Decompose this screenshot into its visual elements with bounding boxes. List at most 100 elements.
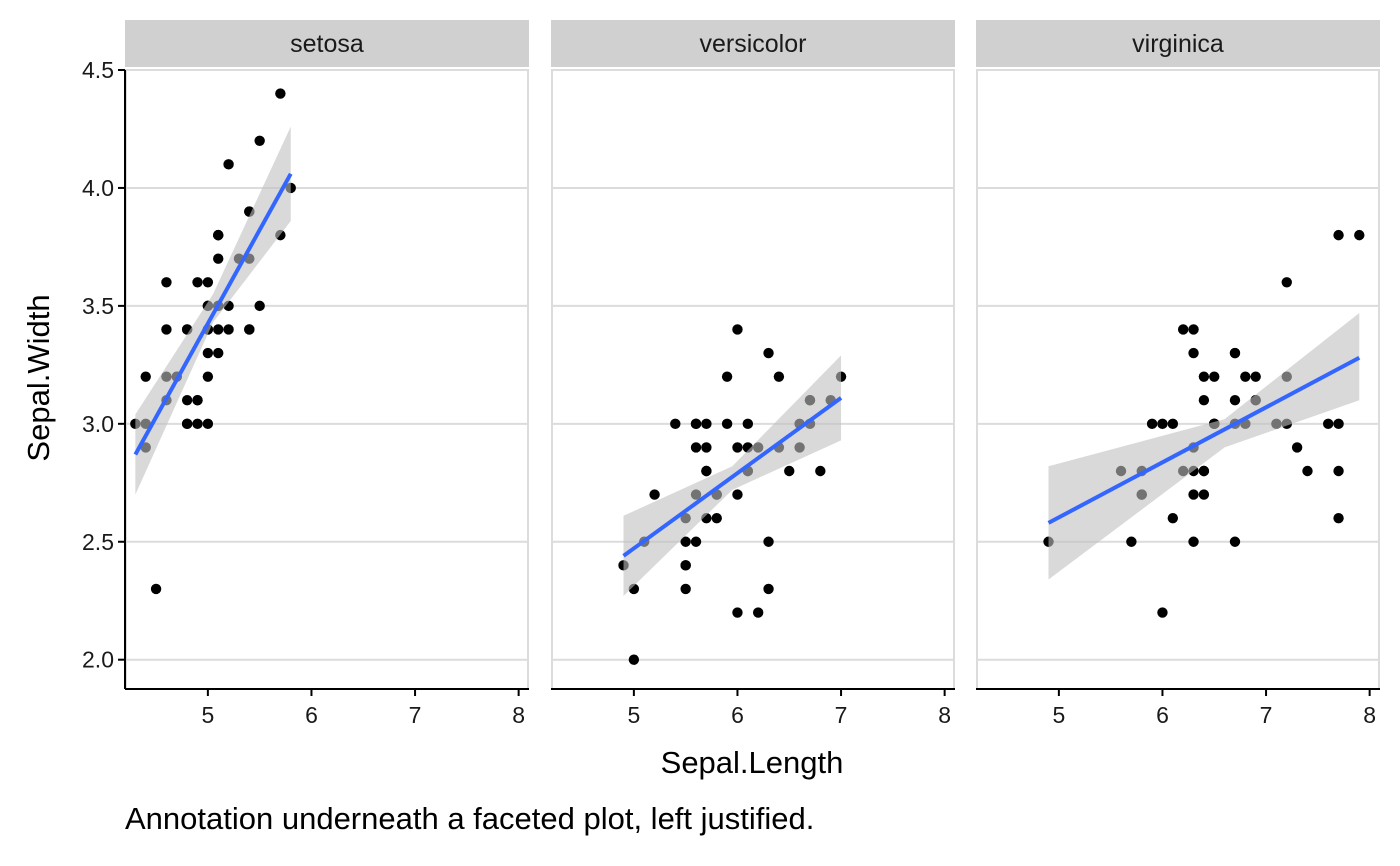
data-point	[1333, 418, 1344, 430]
data-point	[690, 536, 702, 547]
strip-background	[976, 20, 1380, 67]
data-point	[275, 88, 286, 99]
data-point	[1209, 371, 1220, 382]
y-tick-label: 4.5	[82, 57, 114, 83]
y-axis: 2.0 2.5 3.0 3.5 4.0 4.5	[82, 57, 126, 689]
strip-background	[125, 20, 529, 67]
data-point	[773, 371, 785, 382]
data-point	[213, 253, 224, 264]
regression-line	[1047, 356, 1361, 525]
data-point	[213, 229, 224, 241]
data-point	[1291, 442, 1303, 453]
data-point	[161, 324, 172, 335]
facet-panels: setosa 5 6 7 8 versicolor 5 6 7 8 virginica 5 6 7 8	[125, 20, 1380, 728]
data-point	[213, 324, 224, 335]
data-point	[763, 536, 774, 547]
data-point	[244, 324, 255, 335]
y-axis-title: Sepal.Width	[21, 294, 56, 461]
data-point	[1333, 465, 1344, 477]
data-point	[649, 489, 660, 500]
data-point	[670, 418, 681, 430]
data-point	[1188, 489, 1199, 500]
data-point	[1146, 418, 1158, 430]
data-point	[1157, 607, 1168, 618]
data-point	[701, 465, 712, 477]
data-point	[732, 607, 743, 618]
x-tick-label: 8	[938, 702, 951, 728]
data-point	[1229, 536, 1241, 547]
data-point	[1354, 229, 1365, 241]
y-tick-label: 3.0	[82, 411, 114, 437]
data-point	[701, 442, 712, 453]
x-tick-label: 6	[305, 702, 318, 728]
data-point	[1240, 371, 1251, 382]
data-point	[628, 654, 640, 665]
y-tick-label: 3.5	[82, 293, 114, 319]
facet-panel-versicolor: versicolor 5 6 7 8	[551, 20, 955, 728]
data-point	[202, 418, 214, 430]
data-point	[701, 418, 712, 430]
data-point	[1250, 371, 1261, 382]
data-point	[150, 583, 162, 595]
data-point	[181, 395, 193, 406]
data-point	[192, 395, 203, 406]
x-tick-label: 6	[1156, 702, 1169, 728]
data-point	[1167, 418, 1179, 430]
strip-label-versicolor: versicolor	[700, 30, 807, 58]
data-point	[254, 135, 265, 146]
data-point	[1167, 512, 1179, 524]
data-point	[815, 465, 826, 477]
data-point	[763, 583, 774, 595]
data-point	[1188, 536, 1199, 547]
data-point	[732, 324, 743, 335]
caption: Annotation underneath a faceted plot, le…	[125, 801, 814, 836]
data-point	[1177, 324, 1189, 335]
data-point	[223, 324, 234, 335]
data-point	[752, 607, 764, 618]
data-point	[711, 512, 722, 524]
data-point	[1188, 347, 1199, 359]
data-point	[742, 418, 754, 430]
x-axis-title: Sepal.Length	[661, 745, 844, 780]
y-tick-label: 2.0	[82, 647, 114, 673]
strip-label-virginica: virginica	[1132, 30, 1224, 58]
data-point	[1323, 418, 1334, 430]
data-point	[192, 418, 203, 430]
panel-background	[551, 70, 955, 688]
data-point	[1229, 347, 1241, 359]
facet-panel-setosa: setosa 5 6 7 8	[125, 20, 529, 728]
data-point	[763, 347, 774, 359]
strip-label-setosa: setosa	[290, 30, 364, 58]
strip-background	[551, 20, 955, 67]
data-point	[213, 347, 224, 359]
y-tick-label: 2.5	[82, 529, 114, 555]
data-point	[1198, 489, 1210, 500]
data-point	[1198, 395, 1210, 406]
x-tick-label: 5	[627, 702, 640, 728]
regression-line	[622, 396, 843, 558]
data-point	[1198, 465, 1210, 477]
data-point	[1333, 512, 1344, 524]
data-point	[784, 465, 795, 477]
data-point	[161, 277, 172, 288]
x-tick-label: 7	[409, 702, 422, 728]
data-point	[1198, 371, 1210, 382]
x-tick-label: 6	[731, 702, 744, 728]
x-tick-label: 7	[835, 702, 848, 728]
panel-background	[125, 70, 529, 688]
data-point	[1229, 395, 1241, 406]
data-point	[202, 347, 214, 359]
data-point	[1188, 324, 1199, 335]
facet-panel-virginica: virginica 5 6 7 8	[976, 20, 1380, 728]
data-point	[1281, 277, 1292, 288]
data-point	[254, 300, 265, 312]
data-point	[140, 371, 151, 382]
data-point	[680, 536, 691, 547]
data-point	[181, 418, 193, 430]
data-point	[680, 583, 691, 595]
x-tick-label: 5	[1052, 702, 1065, 728]
data-point	[223, 159, 234, 170]
confidence-ribbon	[1048, 312, 1360, 580]
data-point	[1157, 418, 1168, 430]
